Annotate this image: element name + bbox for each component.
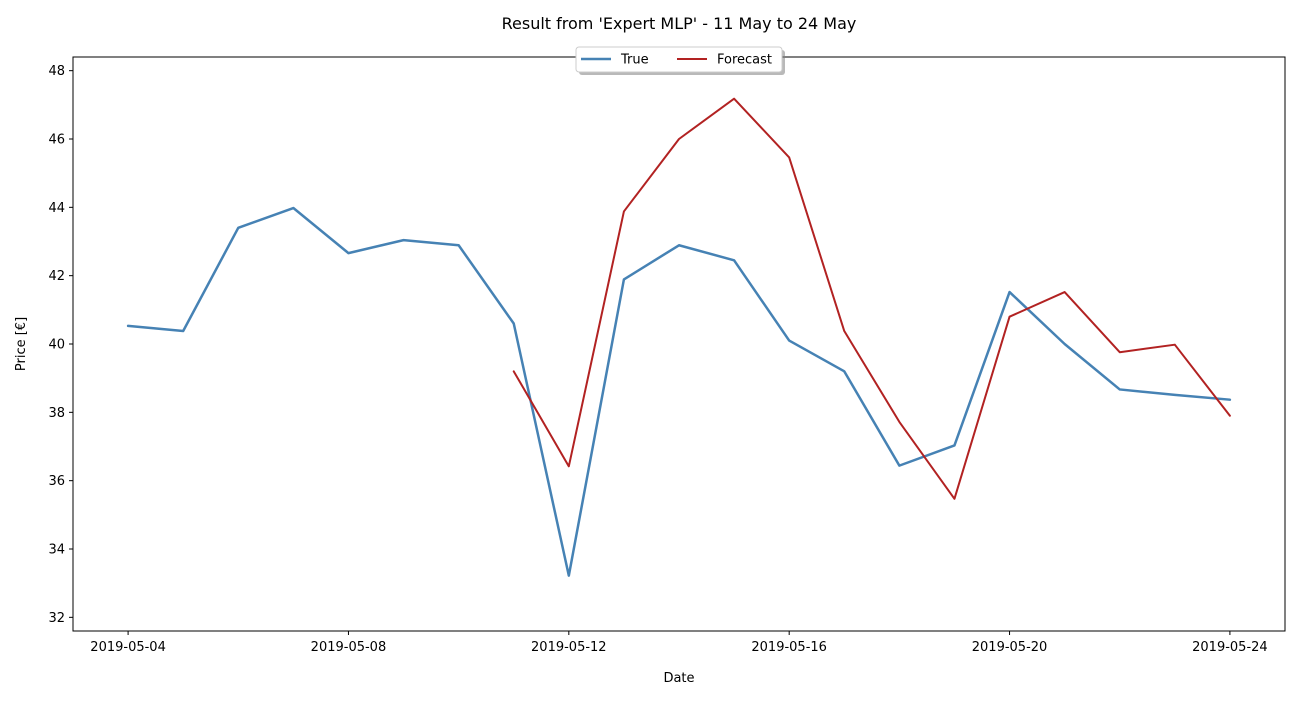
y-tick-label: 38 bbox=[48, 406, 65, 421]
y-axis-label: Price [€] bbox=[14, 317, 29, 371]
x-tick-label: 2019-05-16 bbox=[751, 640, 827, 655]
x-axis-label: Date bbox=[663, 671, 694, 686]
y-tick-label: 34 bbox=[48, 543, 65, 558]
y-tick-label: 36 bbox=[48, 474, 65, 489]
y-tick-label: 44 bbox=[48, 201, 65, 216]
y-tick-label: 46 bbox=[48, 133, 65, 148]
chart-title: Result from 'Expert MLP' - 11 May to 24 … bbox=[502, 14, 857, 33]
series-line-forecast bbox=[512, 97, 1231, 500]
x-tick-label: 2019-05-08 bbox=[311, 640, 387, 655]
y-tick-label: 42 bbox=[48, 269, 65, 284]
series-layer bbox=[126, 97, 1232, 577]
y-axis-ticks: 32 34 36 38 40 42 44 46 48 bbox=[48, 64, 73, 626]
x-tick-label: 2019-05-12 bbox=[531, 640, 607, 655]
y-tick-label: 40 bbox=[48, 338, 65, 353]
legend-label-true: True bbox=[620, 53, 649, 68]
x-tick-label: 2019-05-20 bbox=[972, 640, 1048, 655]
plot-area bbox=[73, 57, 1285, 631]
x-tick-label: 2019-05-04 bbox=[90, 640, 166, 655]
legend: True Forecast bbox=[575, 46, 785, 75]
x-tick-label: 2019-05-24 bbox=[1192, 640, 1268, 655]
y-tick-label: 48 bbox=[48, 64, 65, 79]
legend-label-forecast: Forecast bbox=[717, 53, 772, 68]
x-axis-ticks: 2019-05-04 2019-05-08 2019-05-12 2019-05-16… bbox=[90, 631, 1268, 655]
y-tick-label: 32 bbox=[48, 611, 65, 626]
series-line-true bbox=[126, 206, 1232, 577]
